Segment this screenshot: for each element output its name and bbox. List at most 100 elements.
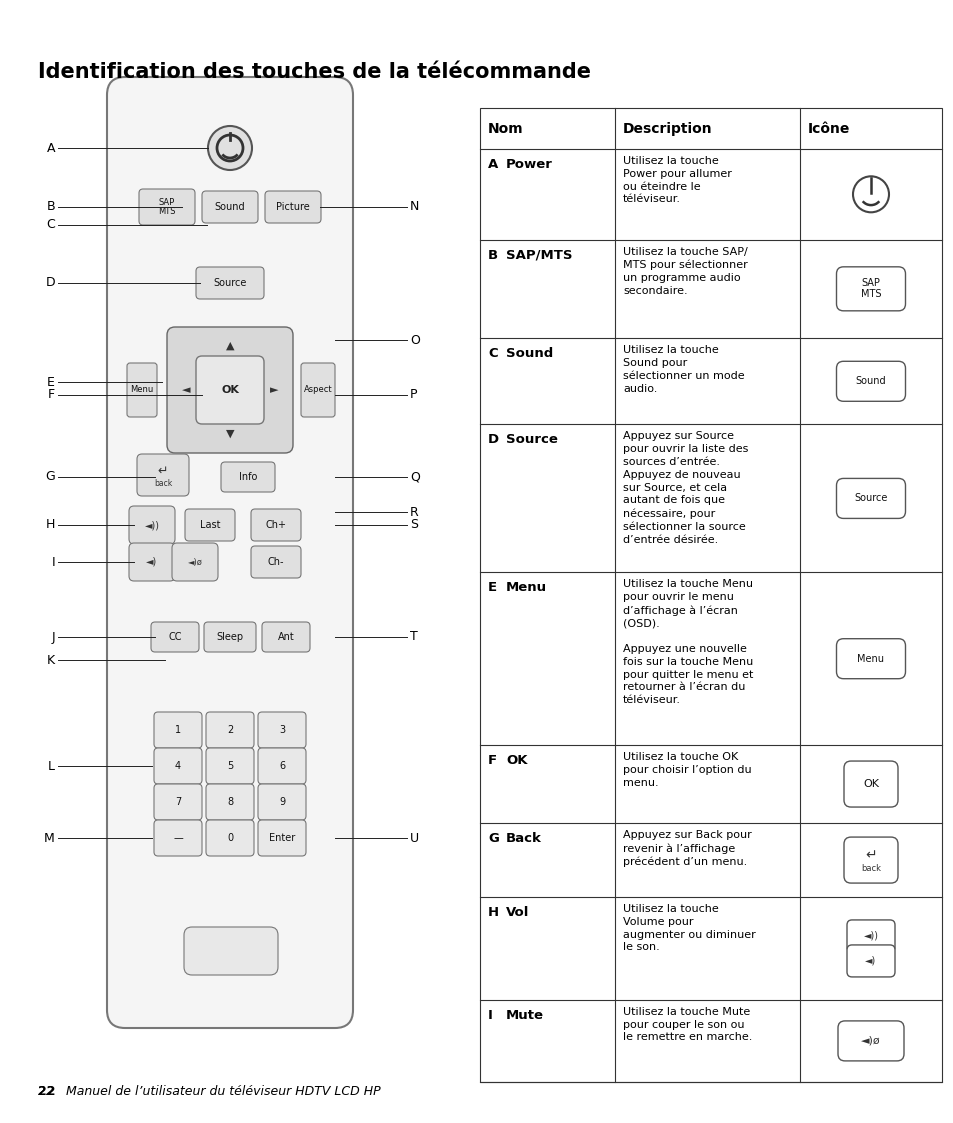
- FancyBboxPatch shape: [257, 748, 306, 784]
- Text: Vol: Vol: [505, 906, 529, 919]
- FancyBboxPatch shape: [836, 267, 904, 311]
- FancyBboxPatch shape: [206, 820, 253, 856]
- Text: Back: Back: [505, 832, 541, 846]
- Text: C: C: [488, 347, 497, 360]
- Text: Menu: Menu: [857, 654, 883, 664]
- Text: 0: 0: [227, 833, 233, 843]
- Text: I: I: [488, 1008, 493, 1022]
- FancyBboxPatch shape: [206, 784, 253, 820]
- Text: 1: 1: [174, 725, 181, 734]
- Text: ↵: ↵: [864, 848, 876, 862]
- FancyBboxPatch shape: [257, 820, 306, 856]
- Text: H: H: [46, 519, 55, 531]
- Text: H: H: [488, 906, 498, 919]
- Text: Utilisez la touche
Power pour allumer
ou éteindre le
téléviseur.: Utilisez la touche Power pour allumer ou…: [622, 156, 731, 204]
- FancyBboxPatch shape: [837, 1021, 903, 1061]
- Text: K: K: [47, 654, 55, 666]
- FancyBboxPatch shape: [195, 356, 264, 424]
- FancyBboxPatch shape: [153, 748, 202, 784]
- Text: SAP
MTS: SAP MTS: [158, 198, 175, 217]
- Text: 5: 5: [227, 761, 233, 772]
- FancyBboxPatch shape: [139, 189, 194, 225]
- Text: Power: Power: [505, 158, 553, 171]
- FancyBboxPatch shape: [206, 748, 253, 784]
- FancyBboxPatch shape: [167, 327, 293, 453]
- Text: C: C: [46, 219, 55, 231]
- FancyBboxPatch shape: [836, 362, 904, 401]
- Text: U: U: [410, 831, 418, 844]
- Text: OK: OK: [505, 754, 527, 767]
- Text: ◄: ◄: [182, 385, 190, 395]
- Text: B: B: [47, 201, 55, 213]
- Text: Appuyez sur Source
pour ouvrir la liste des
sources d’entrée.
Appuyez de nouveau: Appuyez sur Source pour ouvrir la liste …: [622, 431, 747, 545]
- Text: E: E: [488, 582, 497, 594]
- FancyBboxPatch shape: [843, 837, 897, 883]
- FancyBboxPatch shape: [204, 622, 255, 652]
- Text: Sound: Sound: [214, 202, 245, 212]
- Bar: [479, 108, 941, 1081]
- FancyBboxPatch shape: [185, 509, 234, 541]
- Text: Utilisez la touche Mute
pour couper le son ou
le remettre en marche.: Utilisez la touche Mute pour couper le s…: [622, 1007, 752, 1042]
- Text: Picture: Picture: [275, 202, 310, 212]
- Text: D: D: [488, 433, 498, 447]
- Circle shape: [852, 176, 888, 212]
- FancyBboxPatch shape: [262, 622, 310, 652]
- FancyBboxPatch shape: [206, 712, 253, 748]
- Text: D: D: [46, 276, 55, 290]
- Text: ►: ►: [270, 385, 278, 395]
- Text: —: —: [172, 833, 183, 843]
- FancyBboxPatch shape: [107, 77, 353, 1028]
- Text: OK: OK: [221, 385, 238, 395]
- FancyBboxPatch shape: [129, 544, 174, 581]
- FancyBboxPatch shape: [251, 546, 301, 578]
- FancyBboxPatch shape: [153, 712, 202, 748]
- Text: G: G: [488, 832, 498, 846]
- Text: N: N: [410, 201, 419, 213]
- Text: Utilisez la touche SAP/
MTS pour sélectionner
un programme audio
secondaire.: Utilisez la touche SAP/ MTS pour sélecti…: [622, 247, 747, 295]
- Text: Nom: Nom: [488, 121, 523, 136]
- Text: R: R: [410, 505, 418, 519]
- FancyBboxPatch shape: [202, 191, 257, 223]
- Text: O: O: [410, 334, 419, 347]
- Text: Utilisez la touche OK
pour choisir l’option du
menu.: Utilisez la touche OK pour choisir l’opt…: [622, 752, 751, 787]
- Text: 3: 3: [278, 725, 285, 734]
- Text: Aspect: Aspect: [303, 385, 332, 394]
- FancyBboxPatch shape: [846, 920, 894, 952]
- Text: ◄)ø: ◄)ø: [188, 557, 202, 566]
- Text: Sleep: Sleep: [216, 632, 243, 642]
- Text: 6: 6: [278, 761, 285, 772]
- Text: 22: 22: [38, 1085, 55, 1098]
- FancyBboxPatch shape: [151, 622, 199, 652]
- Text: back: back: [153, 480, 172, 489]
- Text: Sound: Sound: [505, 347, 553, 360]
- Text: ◄): ◄): [864, 956, 876, 966]
- FancyBboxPatch shape: [153, 784, 202, 820]
- Text: ◄)): ◄)): [144, 520, 159, 530]
- FancyBboxPatch shape: [184, 926, 277, 975]
- Text: Utilisez la touche
Volume pour
augmenter ou diminuer
le son.: Utilisez la touche Volume pour augmenter…: [622, 904, 755, 952]
- Text: Ant: Ant: [277, 632, 294, 642]
- Text: ▲: ▲: [226, 341, 234, 351]
- FancyBboxPatch shape: [221, 462, 274, 492]
- Text: 9: 9: [278, 797, 285, 807]
- Text: Identification des touches de la télécommande: Identification des touches de la télécom…: [38, 62, 590, 82]
- Text: back: back: [861, 864, 880, 873]
- Text: L: L: [48, 759, 55, 773]
- Text: 4: 4: [174, 761, 181, 772]
- FancyBboxPatch shape: [846, 944, 894, 977]
- Text: ◄)): ◄)): [862, 931, 878, 941]
- Text: Utilisez la touche Menu
pour ouvrir le menu
d’affichage à l’écran
(OSD).

Appuye: Utilisez la touche Menu pour ouvrir le m…: [622, 579, 753, 705]
- Text: F: F: [48, 389, 55, 402]
- Text: ↵: ↵: [157, 465, 168, 477]
- Text: 22   Manuel de l’utilisateur du téléviseur HDTV LCD HP: 22 Manuel de l’utilisateur du téléviseur…: [38, 1085, 380, 1098]
- Text: Ch+: Ch+: [265, 520, 286, 530]
- Text: I: I: [51, 556, 55, 568]
- FancyBboxPatch shape: [301, 363, 335, 417]
- Text: J: J: [51, 630, 55, 643]
- Text: CC: CC: [168, 632, 182, 642]
- FancyBboxPatch shape: [137, 454, 189, 496]
- FancyBboxPatch shape: [153, 820, 202, 856]
- Circle shape: [208, 126, 252, 170]
- FancyBboxPatch shape: [265, 191, 320, 223]
- Text: Info: Info: [238, 472, 257, 482]
